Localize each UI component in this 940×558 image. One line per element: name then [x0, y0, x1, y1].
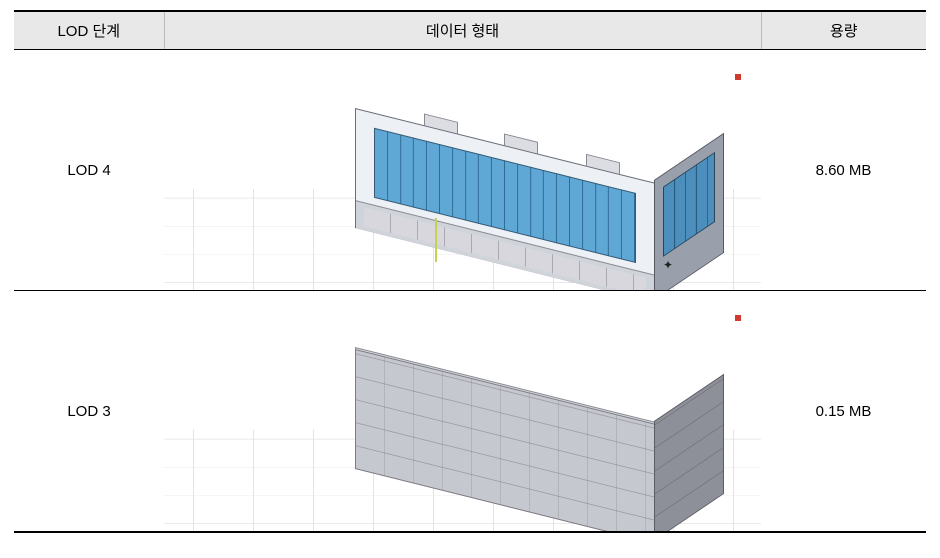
header-data-form: 데이터 형태: [164, 11, 761, 50]
origin-marker-icon: [735, 74, 741, 80]
front-facade: [355, 349, 655, 531]
cell-capacity: 8.60 MB: [761, 50, 926, 291]
lod-table: LOD 단계 데이터 형태 용량 LOD 4: [14, 10, 926, 533]
pilaster: [468, 151, 486, 225]
origin-marker-icon: [735, 315, 741, 321]
cell-lod-level: LOD 4: [14, 50, 164, 291]
cell-lod-level: LOD 3: [14, 291, 164, 533]
building-render-lod3: [164, 291, 761, 531]
ground-floor-strip: [356, 200, 654, 290]
accent-bar: [435, 218, 437, 262]
header-capacity: 용량: [761, 11, 926, 50]
table-row: LOD 3 0.15 MB: [14, 291, 926, 533]
cell-data-form: [164, 291, 761, 533]
cell-data-form: ✦: [164, 50, 761, 291]
header-lod-level: LOD 단계: [14, 11, 164, 50]
person-icon: ✦: [663, 258, 673, 272]
table-header-row: LOD 단계 데이터 형태 용량: [14, 11, 926, 50]
building-render-lod4: ✦: [164, 50, 761, 290]
side-facade: [654, 374, 724, 531]
building-lod4: [355, 98, 675, 248]
cell-capacity: 0.15 MB: [761, 291, 926, 533]
table-row: LOD 4: [14, 50, 926, 291]
pilaster: [554, 173, 572, 247]
building-lod3: [355, 339, 675, 489]
